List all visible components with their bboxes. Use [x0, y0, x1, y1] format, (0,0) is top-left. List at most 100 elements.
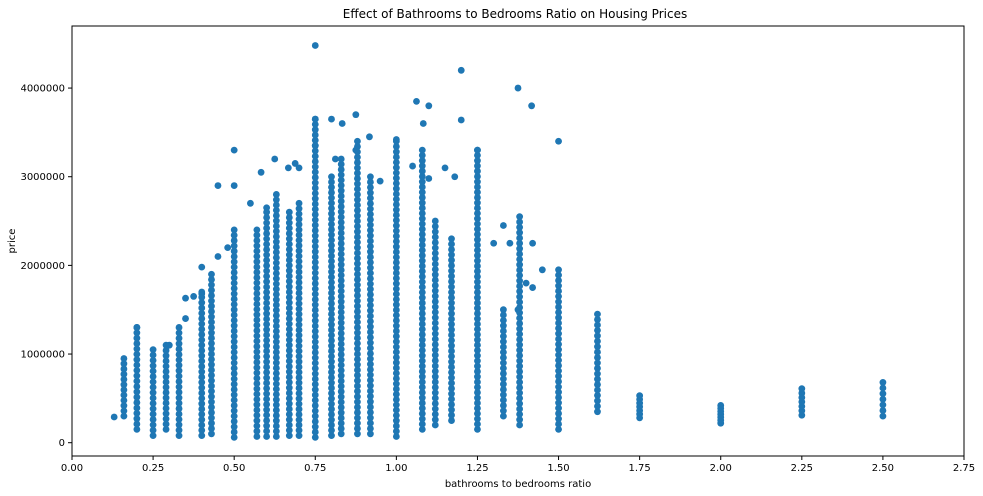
data-point: [328, 347, 335, 355]
data-point: [555, 271, 562, 279]
data-point: [175, 345, 183, 353]
data-point: [474, 204, 481, 212]
data-point: [474, 225, 481, 233]
data-point: [263, 224, 271, 232]
data-point: [311, 195, 319, 203]
data-point: [392, 369, 400, 377]
data-point: [337, 266, 345, 274]
data-point: [328, 389, 335, 397]
data-point: [208, 324, 215, 331]
data-point: [418, 341, 426, 349]
data-point: [328, 321, 335, 329]
data-point: [594, 354, 601, 361]
data-point: [295, 221, 303, 228]
data-point: [337, 160, 345, 168]
data-point: [879, 379, 887, 386]
data-point: [555, 277, 562, 284]
data-point: [263, 204, 271, 212]
data-point: [367, 200, 374, 207]
data-point: [474, 336, 481, 344]
data-point: [474, 209, 481, 217]
data-point: [230, 274, 238, 282]
data-point: [337, 166, 345, 173]
x-tick-label: 1.00: [385, 463, 407, 474]
data-point: [120, 402, 128, 410]
data-point: [418, 389, 426, 396]
data-point: [392, 433, 400, 440]
data-point: [448, 299, 455, 307]
data-point: [500, 391, 507, 399]
data-point: [272, 291, 280, 298]
data-point: [295, 164, 303, 172]
data-point: [367, 376, 374, 384]
data-point: [474, 167, 481, 175]
data-point: [263, 417, 271, 424]
data-point: [311, 158, 319, 165]
data-point: [431, 324, 439, 332]
data-point: [448, 331, 455, 339]
data-point: [418, 325, 426, 333]
data-point: [208, 387, 215, 395]
data-point: [230, 386, 238, 393]
data-point: [208, 340, 215, 347]
data-point: [311, 152, 319, 160]
data-point: [448, 310, 455, 318]
data-point: [198, 336, 206, 344]
data-point: [272, 338, 280, 346]
data-point: [272, 375, 280, 383]
data-point: [198, 368, 206, 376]
data-point: [328, 194, 335, 202]
data-point: [272, 343, 280, 351]
data-point: [474, 341, 481, 349]
data-point: [162, 394, 170, 402]
data-point: [354, 334, 361, 342]
data-point: [418, 362, 426, 370]
data-point: [120, 370, 128, 378]
data-point: [594, 321, 601, 329]
data-point: [555, 282, 562, 290]
data-point: [263, 427, 271, 435]
data-point: [295, 374, 303, 381]
data-point: [328, 205, 335, 212]
data-point: [367, 259, 374, 266]
data-point: [392, 274, 400, 282]
data-point: [328, 337, 335, 344]
data-point: [328, 384, 335, 392]
data-point: [285, 267, 293, 275]
data-point: [311, 258, 319, 266]
data-point: [448, 278, 455, 285]
data-point: [208, 393, 215, 400]
data-point: [594, 310, 601, 318]
data-point: [516, 239, 524, 247]
data-point: [431, 276, 439, 284]
data-point: [149, 383, 157, 391]
data-point: [272, 296, 280, 304]
data-point: [311, 121, 319, 128]
data-point: [149, 394, 157, 402]
data-point: [328, 183, 335, 191]
data-point: [431, 271, 439, 279]
data-point: [516, 373, 524, 381]
data-point: [230, 338, 238, 346]
data-point: [263, 267, 271, 275]
data-point: [352, 146, 360, 154]
data-point: [272, 406, 280, 414]
data-point: [500, 332, 507, 340]
data-point: [295, 279, 303, 286]
data-point: [594, 386, 601, 394]
data-point: [198, 320, 206, 328]
data-point: [133, 388, 141, 396]
data-point: [328, 284, 335, 292]
data-point: [162, 352, 170, 360]
data-point: [295, 342, 303, 350]
data-point: [175, 415, 183, 423]
data-point: [285, 389, 293, 397]
data-point: [311, 359, 319, 367]
data-point: [392, 136, 400, 143]
data-point: [328, 300, 335, 307]
data-point: [392, 153, 400, 161]
data-point: [133, 356, 141, 364]
data-point: [431, 217, 439, 225]
data-point: [516, 405, 524, 413]
data-point: [418, 299, 426, 307]
